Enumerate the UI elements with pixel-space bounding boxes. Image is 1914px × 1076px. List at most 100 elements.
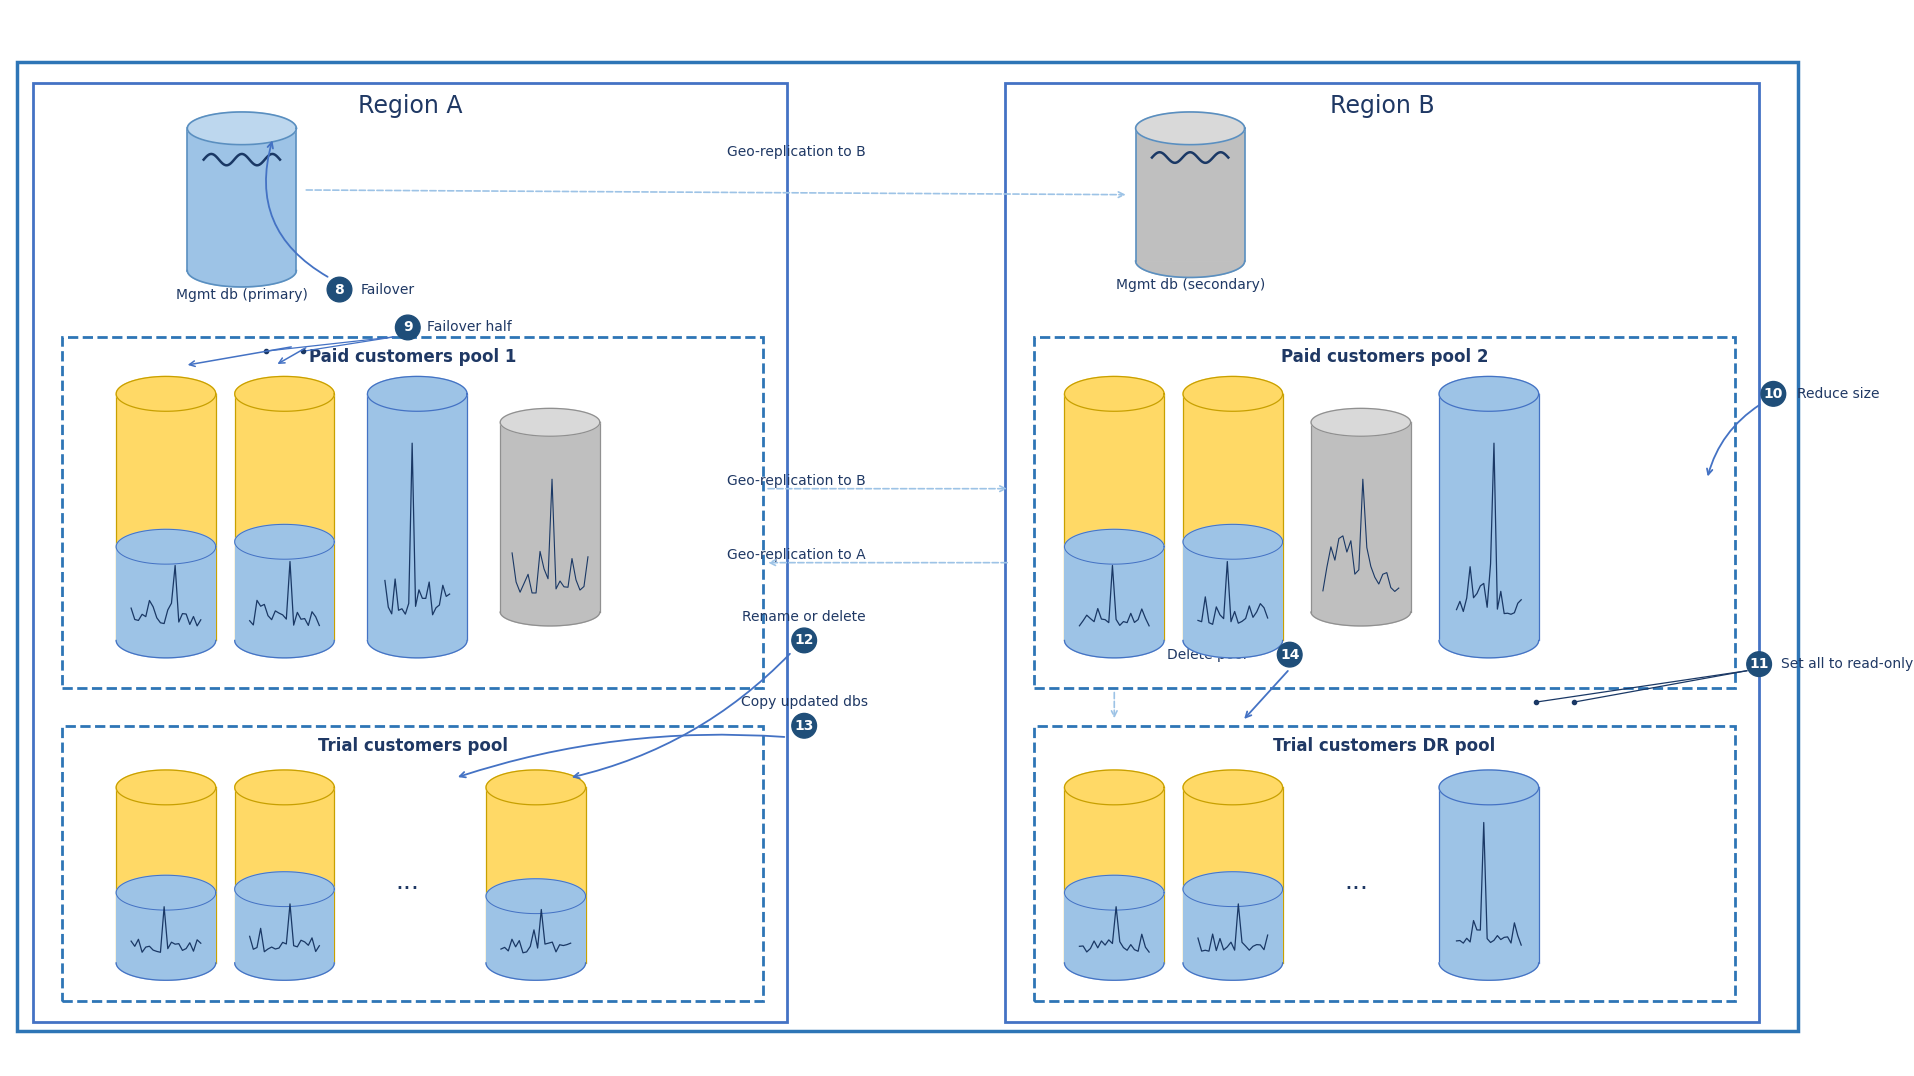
Polygon shape bbox=[486, 896, 586, 963]
Polygon shape bbox=[117, 547, 216, 640]
Text: 10: 10 bbox=[1763, 387, 1782, 401]
Text: Delete pool: Delete pool bbox=[1168, 648, 1246, 662]
Polygon shape bbox=[1135, 128, 1244, 261]
Text: Trial customers pool: Trial customers pool bbox=[318, 737, 507, 755]
Polygon shape bbox=[188, 128, 297, 270]
Polygon shape bbox=[500, 422, 599, 612]
Text: Region B: Region B bbox=[1328, 95, 1434, 118]
Text: 8: 8 bbox=[335, 283, 345, 297]
Text: Mgmt db (primary): Mgmt db (primary) bbox=[176, 287, 308, 301]
Text: Geo-replication to B: Geo-replication to B bbox=[727, 475, 865, 489]
Polygon shape bbox=[1437, 394, 1537, 640]
Circle shape bbox=[396, 315, 419, 340]
Circle shape bbox=[790, 713, 815, 738]
Text: Trial customers DR pool: Trial customers DR pool bbox=[1273, 737, 1495, 755]
Text: Paid customers pool 1: Paid customers pool 1 bbox=[308, 349, 517, 366]
Polygon shape bbox=[1183, 640, 1282, 657]
Polygon shape bbox=[500, 612, 599, 626]
FancyBboxPatch shape bbox=[1005, 83, 1759, 1021]
Polygon shape bbox=[1064, 640, 1164, 657]
Polygon shape bbox=[117, 963, 216, 980]
Polygon shape bbox=[235, 640, 335, 657]
Polygon shape bbox=[500, 409, 599, 436]
Polygon shape bbox=[1183, 542, 1282, 640]
Polygon shape bbox=[486, 770, 586, 805]
Circle shape bbox=[1746, 652, 1770, 677]
Text: Mgmt db (secondary): Mgmt db (secondary) bbox=[1116, 279, 1263, 293]
Polygon shape bbox=[235, 788, 335, 963]
Polygon shape bbox=[1311, 612, 1411, 626]
Polygon shape bbox=[188, 112, 297, 144]
Polygon shape bbox=[1064, 788, 1164, 963]
Text: 11: 11 bbox=[1749, 657, 1769, 671]
Polygon shape bbox=[1183, 872, 1282, 907]
Polygon shape bbox=[1064, 770, 1164, 805]
Polygon shape bbox=[1064, 547, 1164, 640]
Polygon shape bbox=[1183, 788, 1282, 963]
Polygon shape bbox=[1064, 875, 1164, 910]
Polygon shape bbox=[235, 394, 335, 640]
Text: 14: 14 bbox=[1279, 648, 1300, 662]
Circle shape bbox=[790, 628, 815, 653]
Polygon shape bbox=[1437, 788, 1537, 963]
Polygon shape bbox=[117, 640, 216, 657]
Polygon shape bbox=[1064, 394, 1164, 640]
Polygon shape bbox=[1183, 889, 1282, 963]
Circle shape bbox=[1277, 642, 1302, 667]
FancyBboxPatch shape bbox=[33, 83, 787, 1021]
Polygon shape bbox=[1183, 377, 1282, 411]
Text: ...: ... bbox=[396, 870, 419, 894]
Polygon shape bbox=[1064, 893, 1164, 963]
Polygon shape bbox=[1437, 963, 1537, 980]
Text: Reduce size: Reduce size bbox=[1795, 387, 1878, 401]
Polygon shape bbox=[235, 524, 335, 560]
Text: Geo-replication to B: Geo-replication to B bbox=[727, 145, 865, 159]
Polygon shape bbox=[117, 377, 216, 411]
Polygon shape bbox=[235, 889, 335, 963]
Circle shape bbox=[1761, 382, 1784, 406]
Text: ...: ... bbox=[1344, 870, 1367, 894]
Text: 12: 12 bbox=[794, 634, 813, 648]
Polygon shape bbox=[235, 542, 335, 640]
Text: Rename or delete: Rename or delete bbox=[743, 610, 865, 624]
Polygon shape bbox=[117, 788, 216, 963]
Polygon shape bbox=[117, 893, 216, 963]
Polygon shape bbox=[1064, 529, 1164, 564]
Polygon shape bbox=[486, 788, 586, 963]
Text: 13: 13 bbox=[794, 719, 813, 733]
Text: Region A: Region A bbox=[358, 95, 461, 118]
Polygon shape bbox=[1064, 963, 1164, 980]
Text: Copy updated dbs: Copy updated dbs bbox=[741, 695, 867, 709]
Polygon shape bbox=[1183, 770, 1282, 805]
Polygon shape bbox=[486, 963, 586, 980]
Polygon shape bbox=[1437, 770, 1537, 805]
Polygon shape bbox=[235, 377, 335, 411]
Polygon shape bbox=[1183, 394, 1282, 640]
Polygon shape bbox=[235, 770, 335, 805]
Polygon shape bbox=[1437, 377, 1537, 411]
Polygon shape bbox=[1311, 409, 1411, 436]
Polygon shape bbox=[1064, 377, 1164, 411]
Polygon shape bbox=[235, 963, 335, 980]
Polygon shape bbox=[486, 879, 586, 914]
Text: Failover half: Failover half bbox=[427, 321, 511, 335]
Polygon shape bbox=[367, 640, 467, 657]
Polygon shape bbox=[117, 875, 216, 910]
Polygon shape bbox=[1135, 261, 1244, 278]
FancyBboxPatch shape bbox=[17, 62, 1797, 1031]
Text: Paid customers pool 2: Paid customers pool 2 bbox=[1280, 349, 1487, 366]
Text: Set all to read-only: Set all to read-only bbox=[1780, 657, 1912, 671]
Polygon shape bbox=[117, 529, 216, 564]
Polygon shape bbox=[235, 872, 335, 907]
Polygon shape bbox=[1135, 112, 1244, 144]
Polygon shape bbox=[117, 394, 216, 640]
Polygon shape bbox=[117, 770, 216, 805]
Circle shape bbox=[327, 278, 352, 302]
Polygon shape bbox=[1311, 422, 1411, 612]
Polygon shape bbox=[1183, 524, 1282, 560]
Polygon shape bbox=[188, 270, 297, 287]
Polygon shape bbox=[1437, 640, 1537, 657]
Text: Failover: Failover bbox=[360, 283, 413, 297]
Polygon shape bbox=[1183, 963, 1282, 980]
Text: Geo-replication to A: Geo-replication to A bbox=[727, 548, 865, 562]
